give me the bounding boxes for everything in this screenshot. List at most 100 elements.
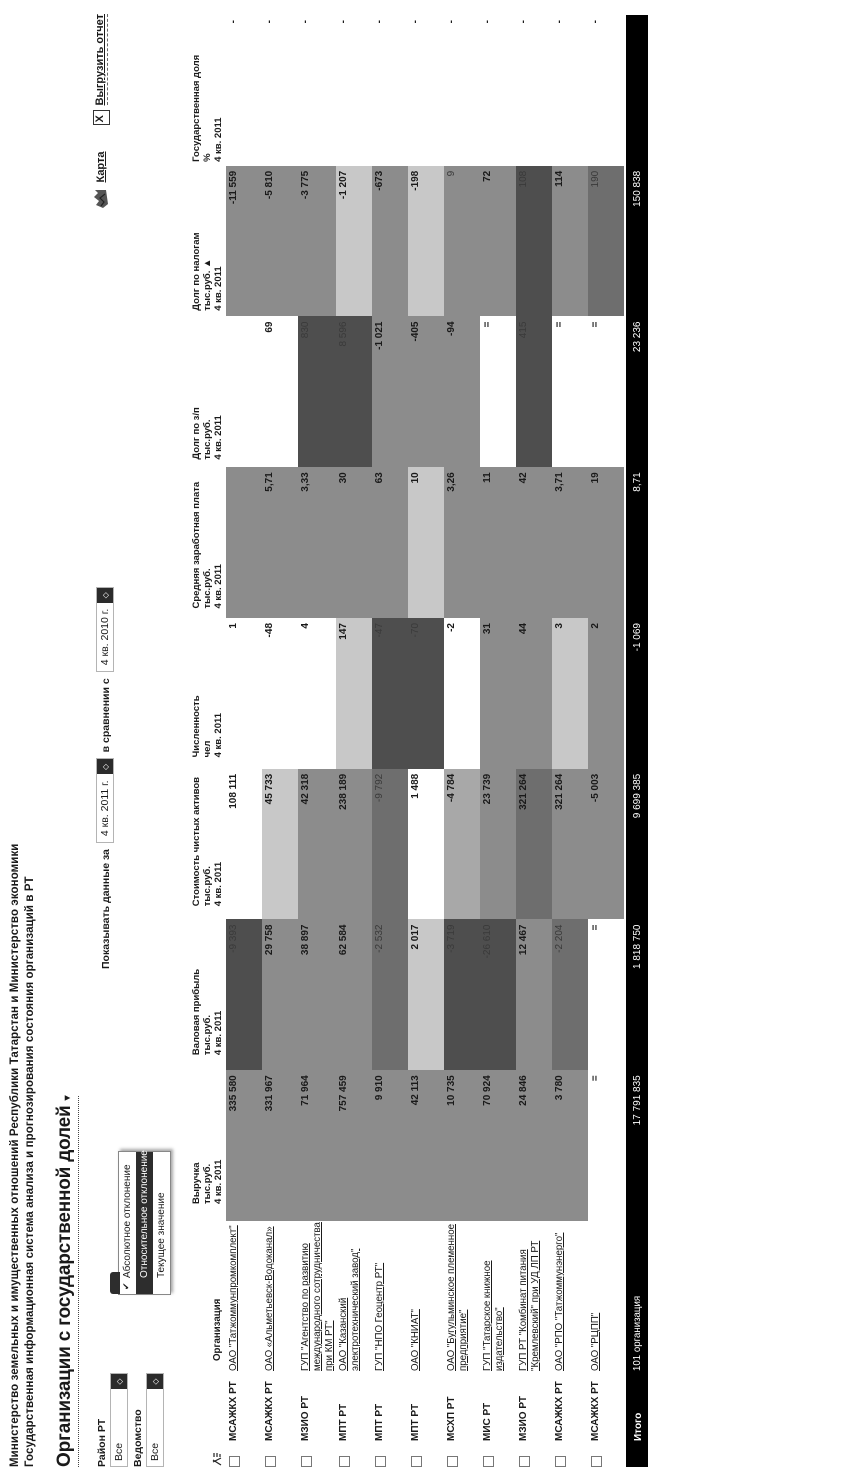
menu-item-absolute-deviation[interactable]: ✔ Абсолютное отклонение [119,1152,136,1294]
select-all-cell[interactable] [210,1436,226,1467]
export-report-label[interactable]: Выгрузить отчет [94,14,108,106]
metric-cell-3[interactable]: 147 [336,618,372,769]
metric-cell-5[interactable]: = [552,316,588,468]
metric-cell-6[interactable]: -5 810 [262,165,298,317]
filter-rayon-value[interactable]: Все [113,1442,125,1461]
metric-cell-1[interactable]: 29 758 [262,919,298,1071]
metric-cell-5[interactable]: -405 [408,316,444,468]
metric-cell-0[interactable]: 3 780 [552,1070,588,1221]
row-checkbox-cell[interactable] [226,1441,262,1467]
table-row[interactable]: МСАЖКХ РТ ОАО «Альметьевск-Водоканал» 331 … [262,15,298,1467]
column-header-7[interactable]: Государственная доля % 4 кв. 2011 [191,15,226,164]
metric-cell-5[interactable]: = [588,316,624,468]
row-checkbox-cell[interactable] [298,1441,336,1467]
metric-cell-3[interactable]: -2 [444,618,480,769]
row-checkbox[interactable] [591,1456,602,1467]
row-checkbox[interactable] [229,1456,240,1467]
metric-cell-6[interactable]: 190 [588,165,624,317]
column-header-1[interactable]: Валовая прибыль тыс.руб. 4 кв. 2011 [191,908,226,1057]
metric-cell-6[interactable]: 9 [444,165,480,317]
metric-cell-7[interactable]: - [588,15,624,166]
metric-cell-1[interactable]: -26 610 [480,919,516,1071]
metric-cell-7[interactable]: - [298,15,336,166]
metric-cell-4[interactable]: 10 [408,467,444,618]
table-row[interactable]: МПТ РТ ОАО "Казанский электротехнический … [336,15,372,1467]
org-link[interactable]: ГУП "Татарское книжное издательство" [482,1260,505,1371]
column-header-3[interactable]: Численность чел 4 кв. 2011 [191,611,226,760]
table-row[interactable]: МПТ РТ ОАО "КНИАТ" 42 113 2 017 1 488 -70 10 -4… [408,15,444,1467]
metric-cell-4[interactable]: 63 [372,467,408,618]
metric-cell-0[interactable]: 42 113 [408,1070,444,1221]
metric-cell-6[interactable]: 72 [480,165,516,317]
metric-cell-5[interactable]: 69 [262,316,298,468]
metric-cell-6[interactable]: 108 [516,165,552,317]
row-checkbox-cell[interactable] [588,1441,624,1467]
table-row[interactable]: МСАЖКХ РТ ОАО "Татжоммунпромкомплект" 335 … [226,15,262,1467]
metric-cell-0[interactable]: 10 735 [444,1070,480,1221]
metric-cell-3[interactable]: 1 [226,618,262,769]
metric-cell-3[interactable]: -48 [262,618,298,769]
sort-icon[interactable] [210,1451,224,1467]
metric-cell-1[interactable]: -2 204 [552,919,588,1071]
metric-cell-0[interactable]: 9 910 [372,1070,408,1221]
org-cell[interactable]: ОАО "РЦПП" [588,1221,624,1371]
period-compare-control[interactable]: 4 кв. 2010 г. ◇ [96,586,114,673]
metric-cell-1[interactable]: 62 584 [336,919,372,1071]
metric-cell-2[interactable]: 238 189 [336,768,372,920]
metric-cell-2[interactable]: -5 003 [588,768,624,920]
period-current-quickfilter-icon[interactable]: ◇ [97,759,113,775]
metric-cell-4[interactable]: 3,26 [444,467,480,618]
metric-cell-6[interactable]: -11 559 [226,165,262,317]
row-checkbox[interactable] [375,1456,386,1467]
row-checkbox-cell[interactable] [262,1441,298,1467]
table-row[interactable]: МЗИО РТ ГУП "Агентство по развитию междун… [298,15,336,1467]
map-link[interactable]: Карта [92,151,110,209]
metric-cell-6[interactable]: -3 775 [298,165,336,317]
metric-cell-7[interactable]: - [480,15,516,166]
org-cell[interactable]: ОАО "Татжоммунпромкомплект" [226,1221,262,1371]
metric-cell-3[interactable]: -47 [372,618,408,769]
metric-cell-5[interactable]: -94 [444,316,480,468]
metric-cell-4[interactable]: 19 [588,467,624,618]
row-checkbox[interactable] [339,1456,350,1467]
org-cell[interactable]: ОАО "КНИАТ" [408,1221,444,1371]
metric-cell-6[interactable]: -673 [372,165,408,317]
row-checkbox-cell[interactable] [444,1441,480,1467]
metric-cell-7[interactable]: - [516,15,552,166]
row-checkbox-cell[interactable] [408,1441,444,1467]
metric-cell-0[interactable]: 757 459 [336,1070,372,1221]
metric-cell-4[interactable]: 3,71 [552,467,588,618]
metric-cell-1[interactable]: 38 897 [298,919,336,1071]
metric-cell-1[interactable]: -3 719 [444,919,480,1071]
row-checkbox-cell[interactable] [516,1441,552,1467]
metric-cell-7[interactable]: - [226,15,262,166]
metric-cell-7[interactable]: - [372,15,408,166]
metric-cell-7[interactable]: - [552,15,588,166]
metric-cell-3[interactable]: 31 [480,618,516,769]
metric-cell-1[interactable]: = [588,919,624,1071]
metric-cell-2[interactable]: 23 739 [480,768,516,920]
period-compare-quickfilter-icon[interactable]: ◇ [97,587,113,603]
org-link[interactable]: ОАО "РПО "Татжоммунэнерго" [554,1232,565,1371]
menu-item-current-value[interactable]: Текущее значение [153,1152,170,1294]
org-cell[interactable]: ОАО «Альметьевск-Водоканал» [262,1221,298,1371]
metric-cell-3[interactable]: 2 [588,618,624,769]
export-report-link[interactable]: Выгрузить отчет [92,14,110,126]
metric-cell-2[interactable]: 42 318 [298,768,336,920]
org-link[interactable]: ОАО «Альметьевск-Водоканал» [264,1226,275,1371]
filter-vedomstvo-quickfilter-icon[interactable]: ◇ [147,1374,163,1389]
metric-cell-7[interactable]: - [408,15,444,166]
metric-cell-2[interactable]: 108 111 [226,768,262,920]
filter-vedomstvo-control[interactable]: Все ◇ [146,1373,164,1467]
metric-cell-4[interactable]: 3,33 [298,467,336,618]
table-row[interactable]: МИС РТ ГУП "Татарское книжное издательств… [480,15,516,1467]
org-link[interactable]: ОАО "Бугульминское племенное предприятие… [446,1224,469,1371]
metric-cell-5[interactable]: 830 [298,316,336,468]
map-link-label[interactable]: Карта [95,151,107,183]
org-link[interactable]: ОАО "Татжоммунпромкомплект" [228,1225,239,1371]
table-row[interactable]: МСХП РТ ОАО "Бугульминское племенное пред… [444,15,480,1467]
table-row[interactable]: МСАЖКХ РТ ОАО "РПО "Татжоммунэнерго" 3 780… [552,15,588,1467]
org-link[interactable]: ГУП РТ "Комбинат питания "Кремлевский" п… [518,1240,541,1371]
row-checkbox[interactable] [411,1456,422,1467]
metric-cell-0[interactable]: 70 924 [480,1070,516,1221]
